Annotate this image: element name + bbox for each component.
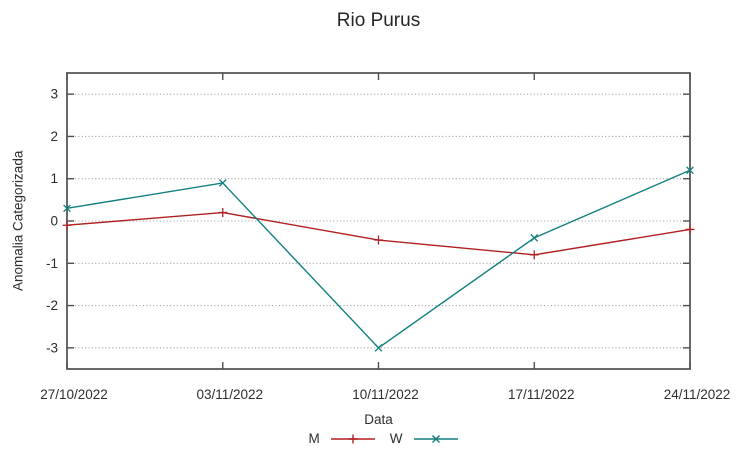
- y-tick-label: -2: [46, 298, 58, 313]
- series-w-marker: [218, 179, 227, 187]
- y-tick-label: 0: [50, 214, 58, 229]
- series-w-marker: [63, 204, 71, 213]
- x-tick-label: 27/10/2022: [40, 387, 108, 402]
- x-tick-label: 17/11/2022: [508, 387, 575, 402]
- legend-line-sample-w: [413, 435, 458, 443]
- y-tick-label: -1: [46, 256, 58, 271]
- series-m-line: [66, 211, 691, 256]
- y-tick-label: 3: [50, 87, 58, 102]
- series-m-marker: [529, 250, 539, 260]
- legend-label-m: M: [308, 431, 320, 446]
- series-w-marker: [686, 166, 694, 175]
- legend-label-w: W: [389, 431, 403, 446]
- x-tick-label: 03/11/2022: [196, 387, 263, 402]
- series-w-marker: [374, 343, 383, 352]
- cross-marker-icon: [413, 435, 458, 443]
- x-axis-label: Data: [364, 412, 393, 427]
- x-tick-label: 10/11/2022: [352, 387, 419, 402]
- legend-line-sample-m: [330, 434, 375, 444]
- y-tick-label: 2: [50, 129, 58, 144]
- legend: M W: [0, 430, 753, 448]
- series-m-marker: [374, 235, 383, 245]
- series-m-marker: [218, 208, 228, 218]
- series-m-marker: [685, 224, 695, 234]
- y-tick-label: -3: [46, 340, 58, 355]
- chart-title: Rio Purus: [336, 10, 421, 31]
- y-tick-label: 1: [50, 171, 58, 186]
- series-w-marker: [530, 234, 539, 242]
- x-tick-label: 24/11/2022: [664, 387, 731, 402]
- series-m-marker: [62, 220, 72, 230]
- series-w-line: [66, 169, 691, 349]
- plus-marker-icon: [330, 434, 375, 444]
